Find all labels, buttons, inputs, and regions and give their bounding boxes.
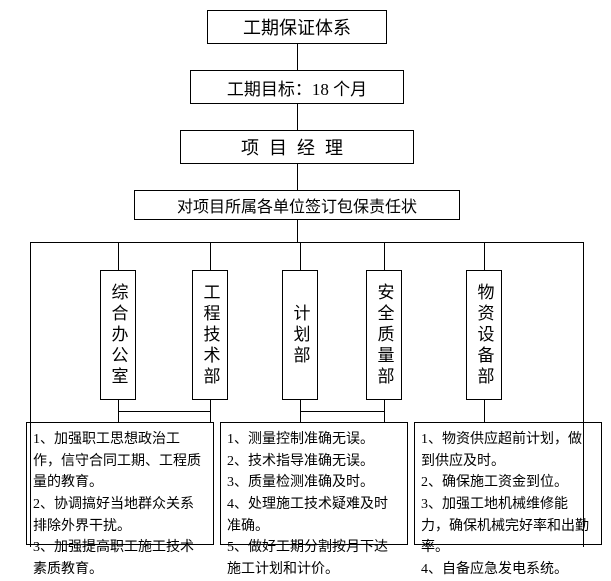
connector-bus xyxy=(30,242,584,243)
pm-box: 项目经理 xyxy=(180,130,414,164)
desc-box-3: 1、物资供应超前计划，做到供应及时。 2、确保施工资金到位。 3、加强工地机械维… xyxy=(414,422,602,545)
desc1-line1: 1、加强职工思想政治工作，信守合同工期、工程质量的教育。 xyxy=(33,429,207,494)
desc3-line2: 2、确保施工资金到位。 xyxy=(421,472,595,494)
connector-line xyxy=(297,104,298,130)
connector-line xyxy=(484,400,485,422)
desc2-line4: 4、处理施工技术疑难及时准确。 xyxy=(227,494,401,537)
dept-label-2: 工程技术部 xyxy=(198,283,223,388)
desc3-line4: 4、自备应急发电系统。 xyxy=(421,559,595,581)
desc3-line1: 1、物资供应超前计划，做到供应及时。 xyxy=(421,429,595,472)
connector-line xyxy=(118,411,210,412)
connector-line xyxy=(384,242,385,270)
connector-line xyxy=(210,400,211,422)
connector-line xyxy=(583,242,584,547)
pm-text: 项目经理 xyxy=(241,134,353,160)
responsibility-text: 对项目所属各单位签订包保责任状 xyxy=(177,193,417,217)
responsibility-box: 对项目所属各单位签订包保责任状 xyxy=(134,190,460,220)
title-text: 工期保证体系 xyxy=(243,14,351,40)
dept-label-3: 计划部 xyxy=(288,304,313,367)
connector-line xyxy=(484,242,485,270)
connector-line xyxy=(297,164,298,190)
dept-box-5: 物资设备部 xyxy=(466,270,502,400)
connector-line xyxy=(30,242,31,547)
desc1-line3: 3、加强提高职工施工技术素质教育。 xyxy=(33,537,207,580)
connector-line xyxy=(300,242,301,270)
connector-line xyxy=(300,411,384,412)
dept-label-5: 物资设备部 xyxy=(472,283,497,388)
desc3-line3: 3、加强工地机械维修能力，确保机械完好率和出勤率。 xyxy=(421,494,595,559)
title-box: 工期保证体系 xyxy=(207,10,387,44)
desc2-line1: 1、测量控制准确无误。 xyxy=(227,429,401,451)
desc2-line5: 5、做好工期分割按月下达施工计划和计价。 xyxy=(227,537,401,580)
dept-label-4: 安全质量部 xyxy=(372,283,397,388)
dept-box-2: 工程技术部 xyxy=(192,270,228,400)
dept-box-1: 综合办公室 xyxy=(100,270,136,400)
dept-box-4: 安全质量部 xyxy=(366,270,402,400)
connector-line xyxy=(118,242,119,270)
dept-box-3: 计划部 xyxy=(282,270,318,400)
connector-line xyxy=(384,400,385,422)
desc1-line2: 2、协调搞好当地群众关系排除外界干扰。 xyxy=(33,494,207,537)
target-box: 工期目标：18 个月 xyxy=(190,70,404,104)
desc2-line3: 3、质量检测准确及时。 xyxy=(227,472,401,494)
connector-line xyxy=(297,44,298,70)
desc-box-1: 1、加强职工思想政治工作，信守合同工期、工程质量的教育。 2、协调搞好当地群众关… xyxy=(26,422,214,545)
desc2-line2: 2、技术指导准确无误。 xyxy=(227,451,401,473)
desc-box-2: 1、测量控制准确无误。 2、技术指导准确无误。 3、质量检测准确及时。 4、处理… xyxy=(220,422,408,545)
dept-label-1: 综合办公室 xyxy=(106,283,131,388)
target-text: 工期目标：18 个月 xyxy=(227,75,367,100)
connector-line xyxy=(210,242,211,270)
connector-line xyxy=(297,220,298,242)
